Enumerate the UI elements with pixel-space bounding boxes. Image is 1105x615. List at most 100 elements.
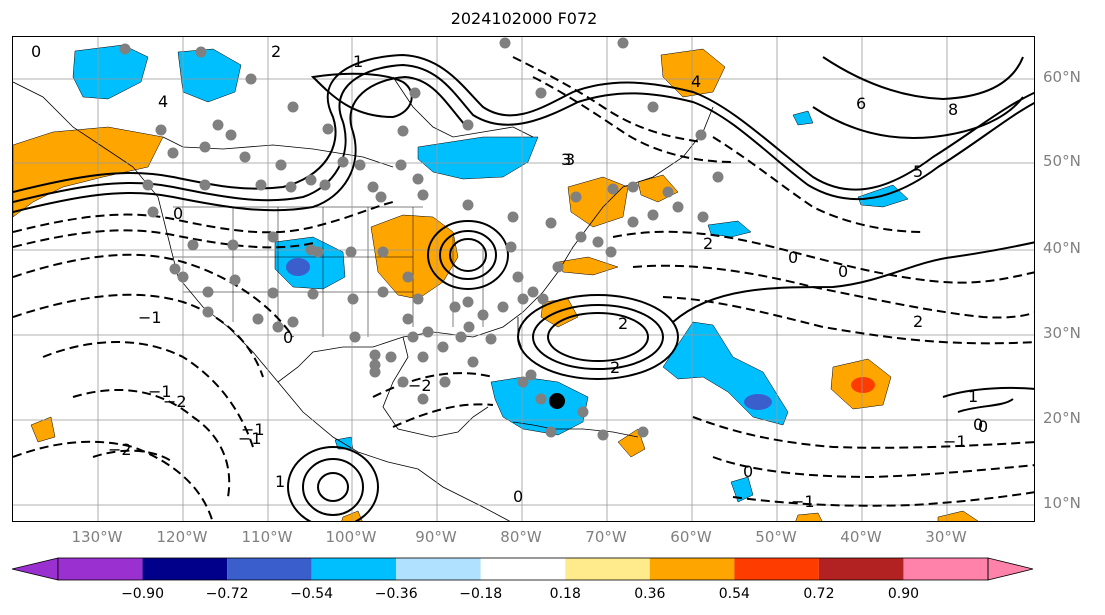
contour-label: −1 xyxy=(241,420,265,439)
contour-label: 8 xyxy=(948,100,958,119)
colorbar-tick-label: −0.36 xyxy=(374,586,418,602)
station-marker xyxy=(239,151,251,163)
station-marker xyxy=(417,189,429,201)
colorbar-tick-label: −0.90 xyxy=(121,586,164,602)
station-marker xyxy=(337,156,349,168)
positive-anomaly-offshore xyxy=(557,256,619,276)
negative-anomaly-hudson xyxy=(417,136,539,180)
station-marker xyxy=(285,181,297,193)
station-marker xyxy=(227,239,239,251)
station-marker xyxy=(412,173,424,185)
longitude-label: 120°W xyxy=(156,528,208,546)
positive-anomaly-labrador xyxy=(660,48,726,98)
longitude-label: 70°W xyxy=(585,528,627,546)
station-marker xyxy=(142,179,154,191)
colorbar-segment xyxy=(818,558,904,580)
station-marker xyxy=(605,246,617,258)
station-marker xyxy=(377,286,389,298)
station-marker xyxy=(422,326,434,338)
station-marker xyxy=(570,191,582,203)
station-marker xyxy=(485,333,497,345)
station-marker xyxy=(169,263,181,275)
station-marker xyxy=(147,206,159,218)
colorbar-border xyxy=(57,557,989,581)
longitude-label: 30°W xyxy=(925,528,967,546)
contour-label: 0 xyxy=(743,462,753,481)
station-marker xyxy=(647,209,659,221)
contour-label: 3 xyxy=(565,150,575,169)
longitude-label: 40°W xyxy=(840,528,882,546)
station-marker xyxy=(402,271,414,283)
station-marker xyxy=(255,179,267,191)
lat-lon-grid xyxy=(13,37,1034,521)
solid-contours xyxy=(13,53,1034,521)
contour-labels: 0 1 2 3 4 5 6 8 −1 −2 0 −1 2 0 −1 0 1 −2… xyxy=(31,42,988,511)
positive-anomaly-central-us xyxy=(370,214,459,300)
station-marker xyxy=(409,87,421,99)
station-marker xyxy=(417,393,429,405)
latitude-label: 40°N xyxy=(1043,239,1081,257)
station-marker xyxy=(697,211,709,223)
station-marker xyxy=(537,293,549,305)
contour-label: −1 xyxy=(138,308,162,327)
negative-core-southwest xyxy=(286,258,310,276)
contour-label: 0 xyxy=(978,417,988,436)
negative-anomaly-small-1 xyxy=(707,220,752,238)
station-marker xyxy=(305,174,317,186)
contour-label: 2 xyxy=(703,234,713,253)
station-marker xyxy=(199,141,211,153)
contour-label: 0 xyxy=(788,248,798,267)
station-marker xyxy=(477,309,489,321)
station-marker xyxy=(322,123,334,135)
station-marker xyxy=(407,331,419,343)
contour-label: −2 xyxy=(408,376,432,395)
station-marker xyxy=(545,217,557,229)
contour-label: 5 xyxy=(913,162,923,181)
station-marker xyxy=(155,124,167,136)
station-marker xyxy=(272,321,284,333)
contour-label: −1 xyxy=(238,429,262,448)
negative-anomaly-gulf-caribbean xyxy=(490,376,589,436)
station-marker xyxy=(517,376,529,388)
weather-map: 0 1 2 3 4 5 6 8 −1 −2 0 −1 2 0 −1 0 1 −2… xyxy=(13,37,1034,521)
station-marker xyxy=(512,271,524,283)
station-marker xyxy=(412,293,424,305)
strong-positive-core xyxy=(851,377,875,393)
contour-label: −1 xyxy=(943,432,967,451)
station-marker xyxy=(212,119,224,131)
station-marker xyxy=(199,179,211,191)
contour-label: 0 xyxy=(173,204,183,223)
colorbar-tick-label: 0.36 xyxy=(634,586,666,602)
station-marker xyxy=(575,231,587,243)
longitude-label: 50°W xyxy=(755,528,797,546)
station-marker xyxy=(307,288,319,300)
colorbar-tick-label: −0.72 xyxy=(205,586,249,602)
station-marker xyxy=(312,246,324,258)
longitude-label: 110°W xyxy=(241,528,293,546)
station-marker xyxy=(499,37,511,49)
positive-anomaly-pacific-nw xyxy=(13,126,164,218)
station-marker xyxy=(177,271,189,283)
colorbar xyxy=(11,557,1034,581)
station-marker xyxy=(349,331,361,343)
station-marker xyxy=(597,429,609,441)
station-marker xyxy=(455,331,467,343)
negative-anomaly-atlantic-band xyxy=(662,321,789,426)
station-marker xyxy=(267,231,279,243)
contour-label: 1 xyxy=(968,387,978,406)
contour-label: 2 xyxy=(913,312,923,331)
station-marker xyxy=(347,293,359,305)
station-marker xyxy=(267,287,279,299)
station-marker xyxy=(245,73,257,85)
station-marker xyxy=(525,369,537,381)
colorbar-extend-low xyxy=(11,557,59,581)
station-marker xyxy=(319,179,331,191)
station-marker xyxy=(375,191,387,203)
colorbar-segment xyxy=(903,558,988,580)
station-marker xyxy=(367,181,379,193)
station-marker xyxy=(395,159,407,171)
positive-anomaly-bottom-right xyxy=(937,510,979,521)
latitude-label: 20°N xyxy=(1043,409,1081,427)
station-marker xyxy=(627,181,639,193)
station-marker xyxy=(385,351,397,363)
